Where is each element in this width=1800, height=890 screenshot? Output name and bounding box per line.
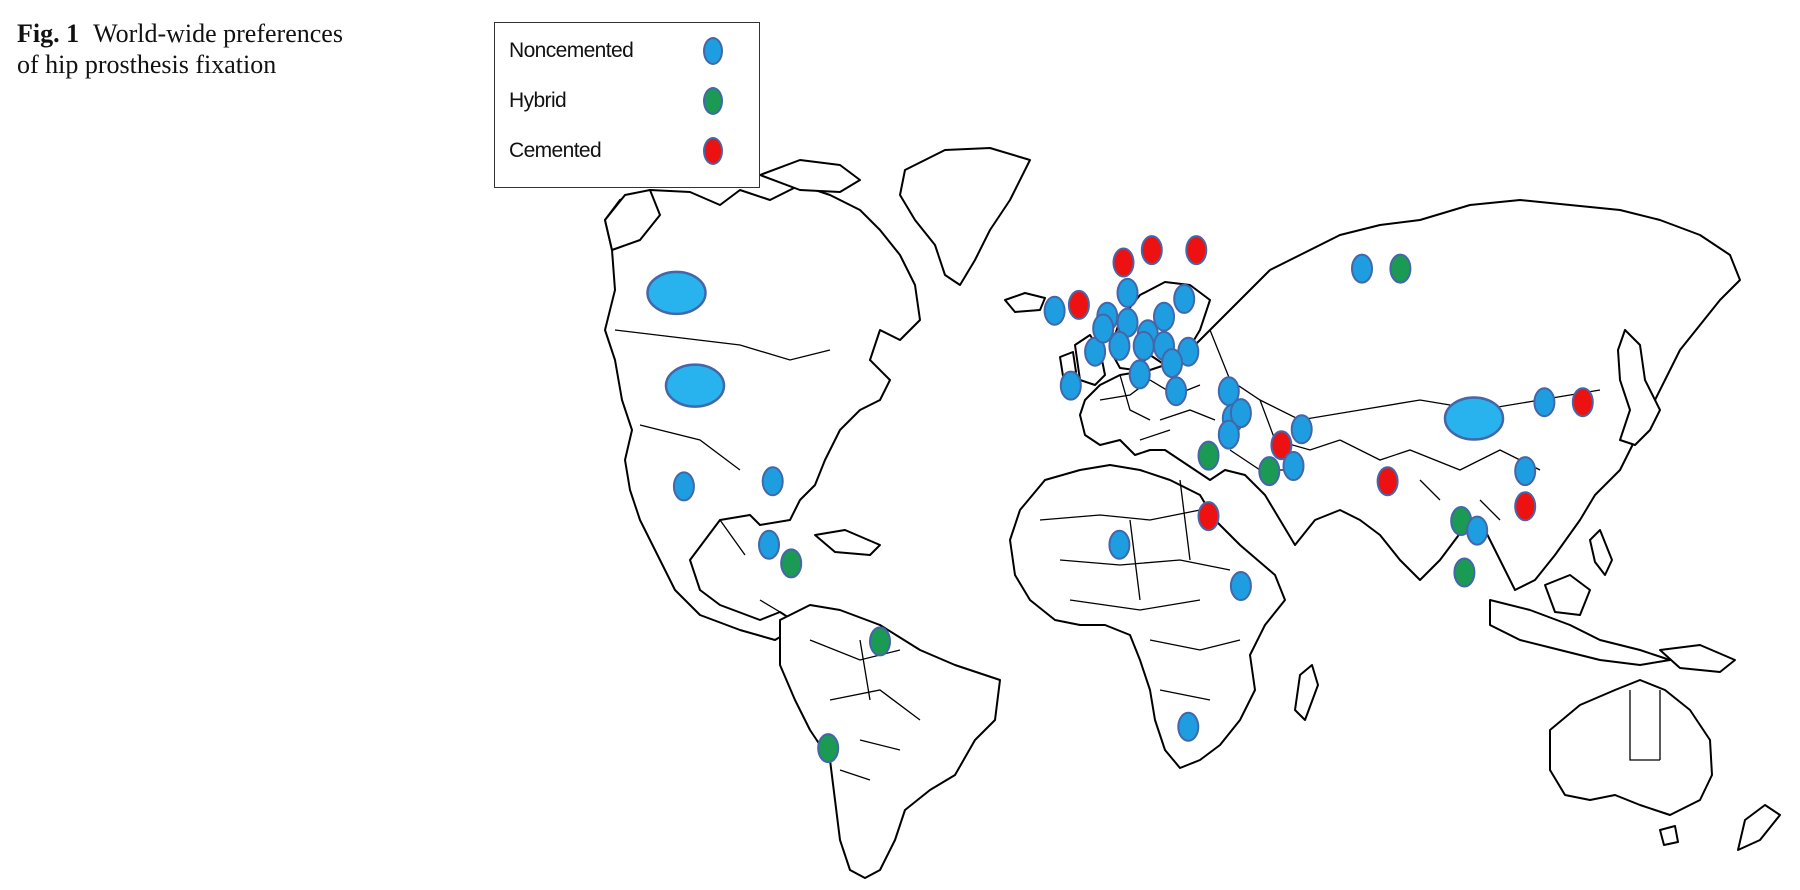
marker-china-noncemented — [1443, 396, 1505, 441]
noncemented-swatch-icon — [703, 37, 723, 65]
madagascar-island — [1294, 664, 1319, 721]
marker-united-kingdom-cemented — [1067, 289, 1090, 320]
africa-landmass — [1009, 464, 1286, 769]
new-zealand-islands — [1737, 804, 1781, 851]
marker-ireland-noncemented — [1043, 295, 1066, 326]
marker-brazil-hybrid — [869, 626, 891, 657]
iceland-landmass — [1004, 292, 1046, 313]
marker-cuba-noncemented — [761, 466, 784, 497]
hybrid-swatch-icon — [703, 87, 723, 115]
marker-saudi-arabia-hybrid — [1258, 456, 1281, 487]
marker-israel-noncemented — [1217, 419, 1240, 450]
japan-islands — [1617, 329, 1661, 446]
marker-panama-noncemented — [758, 529, 780, 560]
marker-mexico-noncemented — [672, 471, 695, 502]
south-america-borders — [809, 639, 921, 781]
marker-taiwan-noncemented — [1514, 456, 1537, 487]
figure-caption: Fig. 1 World-wide preferences of hip pros… — [17, 18, 417, 80]
indonesia-islands — [1489, 599, 1671, 666]
caption-line-1: World-wide preferences — [93, 19, 343, 48]
marker-egypt-hybrid — [1197, 440, 1220, 471]
marker-italy-noncemented — [1128, 359, 1151, 390]
marker-kuwait-cemented — [1270, 430, 1293, 461]
marker-poland-noncemented — [1153, 301, 1175, 332]
marker-india-cemented — [1376, 466, 1399, 497]
arctic-islands — [759, 159, 861, 193]
australia-borders — [1629, 690, 1661, 761]
cemented-swatch-icon — [703, 137, 723, 165]
marker-japan-cemented — [1571, 387, 1594, 418]
greenland-landmass — [899, 147, 1031, 286]
marker-serbia-noncemented — [1161, 348, 1183, 379]
marker-finland-cemented — [1185, 235, 1208, 266]
marker-hong-kong-cemented — [1514, 491, 1537, 522]
marker-austria-noncemented — [1132, 330, 1155, 361]
us-mexico-border — [639, 424, 741, 471]
marker-lithuania-noncemented — [1173, 283, 1196, 314]
africa-borders — [1039, 479, 1241, 701]
central-america-borders — [719, 519, 781, 613]
figure-number: Fig. 1 — [17, 19, 80, 48]
eurasia-landmass — [1079, 199, 1741, 591]
marker-switzerland-noncemented — [1108, 330, 1131, 361]
marker-nigeria-noncemented — [1108, 529, 1131, 560]
marker-canada-noncemented — [646, 270, 707, 316]
australia-landmass — [1549, 679, 1713, 816]
marker-vietnam-noncemented — [1466, 515, 1489, 546]
landmasses — [604, 147, 1781, 879]
russia-border — [1209, 329, 1601, 421]
marker-norway-cemented — [1112, 247, 1135, 278]
marker-south-africa-noncemented — [1177, 711, 1200, 742]
caption-line-2: of hip prosthesis fixation — [17, 50, 277, 79]
country-borders — [614, 329, 1661, 781]
marker-spain-noncemented — [1059, 370, 1082, 401]
map-legend: Noncemented Hybrid Cemented — [494, 22, 760, 188]
marker-qatar-noncemented — [1282, 451, 1305, 481]
marker-russia-east-hybrid — [1389, 253, 1412, 284]
us-canada-border — [614, 329, 831, 361]
marker-russia-west-noncemented — [1351, 253, 1373, 284]
marker-korea-noncemented — [1533, 387, 1556, 418]
legend-item-cemented: Cemented — [495, 131, 759, 171]
ireland-island — [1059, 351, 1077, 377]
marker-belgium-noncemented — [1092, 313, 1115, 344]
new-guinea-island — [1659, 644, 1736, 673]
legend-label-cemented: Cemented — [509, 139, 602, 162]
legend-label-noncemented: Noncemented — [509, 39, 634, 62]
fixation-markers — [646, 235, 1594, 764]
alaska-landmass — [604, 189, 661, 251]
marker-united-states-noncemented — [664, 363, 726, 408]
marker-iran-noncemented — [1290, 414, 1313, 445]
marker-sweden-cemented — [1140, 235, 1163, 266]
tasmania-island — [1659, 825, 1679, 846]
marker-sudan-cemented — [1197, 501, 1220, 532]
asia-borders — [1229, 399, 1541, 521]
marker-greece-noncemented — [1165, 376, 1188, 407]
borneo-island — [1544, 574, 1591, 616]
marker-denmark-noncemented — [1116, 277, 1139, 308]
marker-kenya-noncemented — [1229, 571, 1252, 601]
caribbean-islands — [814, 529, 881, 556]
legend-item-noncemented: Noncemented — [495, 31, 759, 71]
philippines-islands — [1589, 529, 1613, 576]
marker-malaysia-hybrid — [1453, 557, 1476, 588]
legend-item-hybrid: Hybrid — [495, 81, 759, 121]
legend-label-hybrid: Hybrid — [509, 89, 567, 112]
marker-argentina-hybrid — [817, 733, 840, 764]
north-america-landmass — [604, 184, 921, 641]
marker-colombia-hybrid — [780, 548, 803, 579]
marker-syria-noncemented — [1229, 398, 1252, 429]
